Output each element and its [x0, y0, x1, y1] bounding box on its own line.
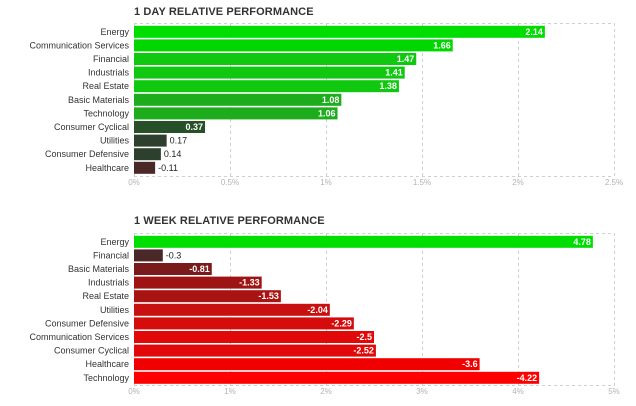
- week-value-label: -0.3: [166, 250, 182, 260]
- day-category-label: Healthcare: [85, 163, 129, 173]
- week-x-tick-label: 5%: [608, 387, 620, 396]
- day-value-label: 2.14: [525, 27, 543, 37]
- week-bar: [134, 317, 354, 330]
- week-bar: [134, 344, 376, 357]
- week-value-label: -0.81: [189, 264, 210, 274]
- week-category-label: Industrials: [88, 278, 130, 288]
- week-category-label: Financial: [93, 250, 129, 260]
- day-bar: [134, 93, 342, 106]
- day-value-label: 0.14: [164, 149, 182, 159]
- week-x-tick-label: 4%: [512, 387, 524, 396]
- week-x-tick-label: 1%: [224, 387, 236, 396]
- week-category-label: Consumer Cyclical: [54, 346, 129, 356]
- week-value-label: -4.22: [517, 373, 538, 383]
- day-category-label: Consumer Cyclical: [54, 122, 129, 132]
- week-bar: [134, 290, 281, 303]
- day-category-label: Technology: [83, 108, 129, 118]
- week-value-label: -2.29: [331, 318, 352, 328]
- day-category-label: Basic Materials: [68, 95, 130, 105]
- week-value-label: -2.5: [356, 332, 372, 342]
- week-category-label: Healthcare: [85, 359, 129, 369]
- week-value-label: -1.53: [258, 291, 279, 301]
- day-bar: [134, 25, 545, 38]
- day-bar: [134, 121, 206, 133]
- day-value-label: 1.47: [397, 54, 415, 64]
- chart-title-1week: 1 WEEK RELATIVE PERFORMANCE: [134, 215, 325, 227]
- day-bar: [134, 161, 156, 174]
- day-bar: [134, 66, 405, 79]
- week-bar: [134, 371, 540, 384]
- week-bar: [134, 276, 262, 289]
- day-bar: [134, 134, 167, 147]
- week-bar: [134, 303, 330, 316]
- week-category-label: Utilities: [100, 305, 130, 315]
- week-bar: [134, 249, 163, 262]
- day-category-label: Financial: [93, 54, 129, 64]
- week-x-tick-label: 0%: [128, 387, 140, 396]
- week-value-label: -2.52: [353, 346, 374, 356]
- week-category-label: Communication Services: [29, 332, 129, 342]
- day-category-label: Consumer Defensive: [45, 149, 129, 159]
- day-x-tick-label: 1%: [320, 178, 332, 187]
- day-x-tick-label: 1.5%: [413, 178, 431, 187]
- day-x-tick-label: 0%: [128, 178, 140, 187]
- day-category-label: Energy: [100, 27, 129, 37]
- day-category-label: Industrials: [88, 68, 130, 78]
- day-value-label: 1.06: [318, 108, 336, 118]
- week-x-tick-label: 2%: [320, 387, 332, 396]
- week-bar: [134, 331, 374, 343]
- week-bar: [134, 358, 480, 371]
- day-value-label: -0.11: [158, 163, 178, 173]
- day-value-label: 1.08: [322, 95, 340, 105]
- day-category-label: Communication Services: [29, 40, 129, 50]
- week-category-label: Basic Materials: [68, 264, 130, 274]
- week-category-label: Energy: [100, 237, 129, 247]
- day-value-label: 1.41: [385, 68, 403, 78]
- week-category-label: Consumer Defensive: [45, 318, 129, 328]
- week-value-label: -2.04: [307, 305, 328, 315]
- chart-title-1day: 1 DAY RELATIVE PERFORMANCE: [134, 6, 314, 18]
- day-category-label: Real Estate: [82, 81, 129, 91]
- day-x-tick-label: 2.5%: [605, 178, 623, 187]
- day-value-label: 1.66: [433, 40, 451, 50]
- week-x-tick-label: 3%: [416, 387, 428, 396]
- day-category-label: Utilities: [100, 136, 130, 146]
- day-bar: [134, 39, 453, 52]
- week-value-label: -1.33: [239, 278, 260, 288]
- day-bar: [134, 107, 338, 120]
- day-bar: [134, 148, 161, 161]
- week-bar: [134, 235, 593, 248]
- week-value-label: 4.78: [573, 237, 591, 247]
- day-bar: [134, 80, 399, 93]
- day-bar: [134, 53, 417, 65]
- day-value-label: 0.17: [170, 136, 188, 146]
- week-value-label: -3.6: [462, 359, 478, 369]
- week-category-label: Technology: [83, 373, 129, 383]
- week-bar: [134, 263, 212, 275]
- day-x-tick-label: 2%: [512, 178, 524, 187]
- day-x-tick-label: 0.5%: [221, 178, 239, 187]
- day-value-label: 0.37: [186, 122, 204, 132]
- day-value-label: 1.38: [379, 81, 397, 91]
- week-category-label: Real Estate: [82, 291, 129, 301]
